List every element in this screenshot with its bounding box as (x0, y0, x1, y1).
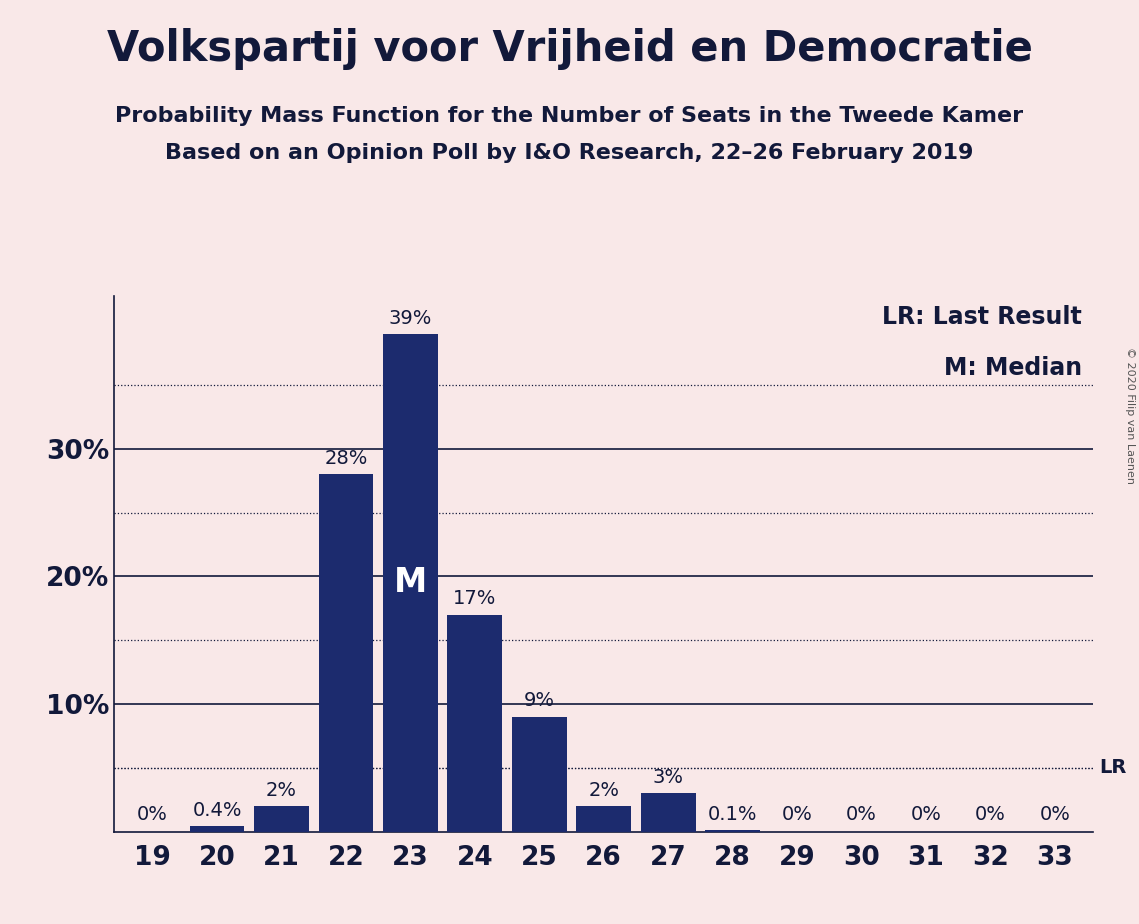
Text: Probability Mass Function for the Number of Seats in the Tweede Kamer: Probability Mass Function for the Number… (115, 106, 1024, 127)
Bar (189, 826, 245, 832)
Text: 0%: 0% (846, 805, 877, 824)
Text: 2%: 2% (265, 781, 297, 799)
Text: LR: LR (1099, 759, 1126, 777)
Text: M: Median: M: Median (944, 356, 1082, 380)
Text: 0%: 0% (975, 805, 1006, 824)
Bar (576, 806, 631, 832)
Bar (383, 334, 437, 832)
Bar (319, 474, 374, 832)
Text: 2%: 2% (588, 781, 620, 799)
Text: LR: Last Result: LR: Last Result (883, 305, 1082, 329)
Text: 0.1%: 0.1% (707, 805, 757, 824)
Text: 0%: 0% (910, 805, 941, 824)
Bar (511, 717, 566, 832)
Bar (641, 794, 696, 832)
Text: 9%: 9% (524, 691, 555, 711)
Text: 17%: 17% (453, 590, 497, 608)
Text: 3%: 3% (653, 768, 683, 787)
Text: 0%: 0% (137, 805, 169, 824)
Text: 0%: 0% (1039, 805, 1071, 824)
Bar (705, 831, 760, 832)
Text: 28%: 28% (325, 449, 368, 468)
Bar (254, 806, 309, 832)
Text: 39%: 39% (388, 309, 432, 328)
Text: M: M (394, 566, 427, 600)
Text: © 2020 Filip van Laenen: © 2020 Filip van Laenen (1125, 347, 1134, 484)
Text: 0.4%: 0.4% (192, 801, 241, 821)
Bar (448, 614, 502, 832)
Text: Volkspartij voor Vrijheid en Democratie: Volkspartij voor Vrijheid en Democratie (107, 28, 1032, 69)
Text: 0%: 0% (781, 805, 812, 824)
Text: Based on an Opinion Poll by I&O Research, 22–26 February 2019: Based on an Opinion Poll by I&O Research… (165, 143, 974, 164)
